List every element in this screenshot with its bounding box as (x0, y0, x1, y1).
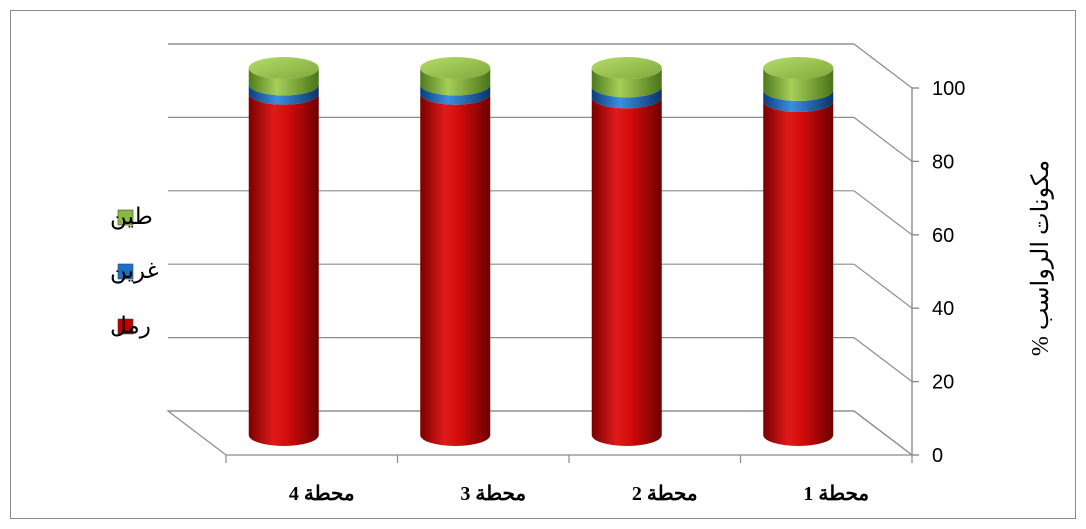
y-tick-label: 100 (932, 78, 965, 100)
gridline-side (853, 263, 913, 309)
gridline-side (853, 337, 913, 383)
bar-top (248, 57, 319, 79)
value-axis: 0 20 40 60 80 100 (911, 78, 965, 467)
bar-top (763, 57, 834, 79)
category-label: محطة 4 (289, 483, 355, 505)
bar-segment (763, 68, 834, 102)
bar-segment (763, 90, 834, 113)
bar-stack (763, 57, 834, 446)
bar-segment (591, 68, 662, 98)
legend-label: طين (110, 204, 153, 230)
bar-stack (591, 57, 662, 447)
legend: رمل غرين طين (110, 204, 159, 339)
bar-segment (763, 101, 834, 446)
category-label: محطة 2 (632, 483, 698, 505)
bar-segment (420, 93, 491, 446)
gridline-side (853, 43, 913, 89)
bar-segment (248, 68, 319, 96)
bar-stack (420, 57, 491, 446)
bar-top (591, 57, 662, 79)
bar-top (420, 57, 491, 79)
legend-swatch (117, 209, 134, 226)
bar-segment (591, 97, 662, 447)
y-tick-label: 60 (932, 225, 954, 247)
legend-swatch (117, 318, 134, 335)
gridline-side (853, 116, 913, 162)
y-tick-label: 40 (932, 298, 954, 320)
legend-label: غرين (110, 258, 159, 284)
bar-segment (591, 86, 662, 109)
gridline-side (853, 410, 913, 456)
gridline-side (853, 190, 913, 236)
category-label: محطة 1 (803, 483, 869, 505)
category-axis: محطة 1 محطة 2 محطة 3 محطة 4 (225, 455, 913, 505)
legend-swatch (117, 263, 134, 280)
bar-segment (248, 84, 319, 105)
y-tick-label: 0 (932, 445, 943, 467)
y-tick-label: 80 (932, 151, 954, 173)
category-label: محطة 3 (460, 483, 526, 505)
y-tick-label: 20 (932, 372, 954, 394)
y-axis-label: مكونات الرواسب % (1028, 160, 1054, 356)
bar-stack (248, 57, 319, 446)
bar-segment (420, 84, 491, 105)
bar-segment (420, 68, 491, 96)
bar-segment (248, 93, 319, 446)
bars (248, 57, 834, 447)
legend-label: رمل (110, 313, 151, 339)
